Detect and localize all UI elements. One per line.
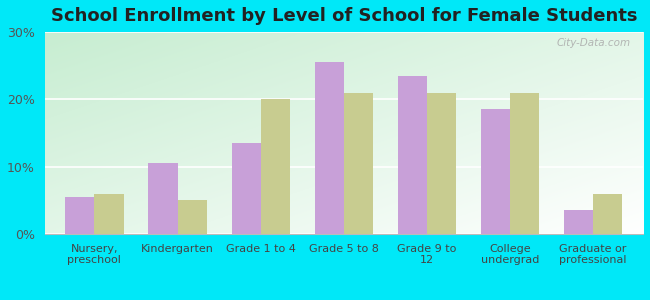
Title: School Enrollment by Level of School for Female Students: School Enrollment by Level of School for… [51,7,637,25]
Bar [148,163,177,234]
Bar [564,210,593,234]
Bar [177,200,207,234]
Bar [231,143,261,234]
Text: City-Data.com: City-Data.com [557,38,631,48]
Bar [510,93,539,234]
Bar [398,76,427,234]
Bar [344,93,373,234]
Bar [261,99,290,234]
Bar [593,194,622,234]
Bar [427,93,456,234]
Bar [315,62,344,234]
Bar [65,197,94,234]
Bar [94,194,124,234]
Bar [481,110,510,234]
